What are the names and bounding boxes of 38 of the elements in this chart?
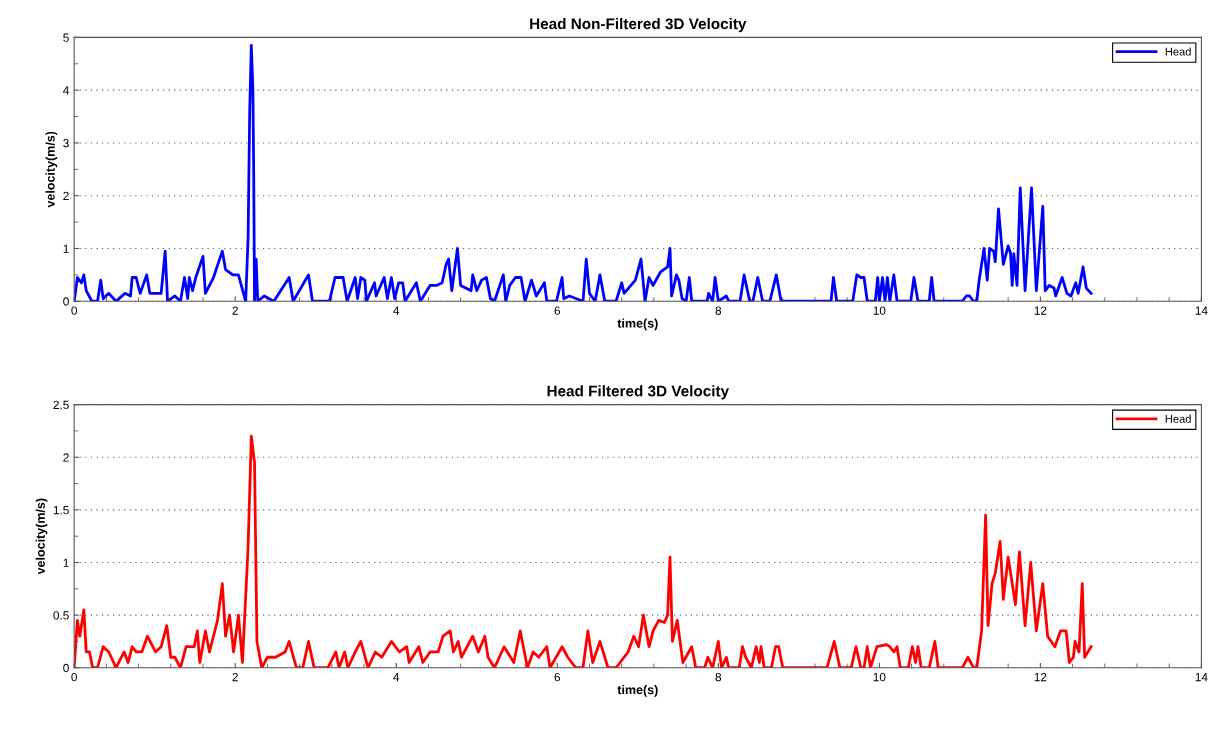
x-tick-label: 8: [715, 672, 722, 682]
y-tick-label: 1.5: [53, 506, 69, 515]
y-tick-label: 0.5: [53, 611, 69, 620]
x-tick-label: 6: [554, 672, 561, 682]
x-tick-label: 12: [1034, 306, 1047, 315]
legend-label: Head: [1165, 47, 1191, 56]
y-axis-title: velocity(m/s): [35, 498, 48, 575]
y-axis-title: velocity(m/s): [45, 131, 58, 208]
y-tick-label: 0: [63, 297, 69, 306]
y-tick-label: 1: [63, 558, 69, 567]
x-tick-label: 0: [71, 306, 77, 315]
x-tick-label: 14: [1195, 306, 1208, 315]
x-tick-label: 4: [393, 673, 400, 682]
line-series: [74, 43, 1093, 302]
x-tick-label: 14: [1195, 673, 1208, 682]
x-tick-label: 12: [1034, 672, 1047, 682]
legend-label: Head: [1165, 414, 1191, 423]
x-tick-label: 10: [873, 306, 886, 315]
y-tick-label: 2: [63, 453, 69, 462]
y-tick-label: 2: [63, 191, 69, 200]
y-tick-label: 5: [63, 33, 69, 42]
x-tick-label: 8: [715, 306, 722, 315]
line-series: [74, 434, 1093, 668]
x-tick-label: 4: [393, 306, 400, 315]
y-tick-label: 1: [63, 244, 69, 253]
x-tick-label: 10: [873, 672, 886, 682]
x-tick-label: 2: [232, 672, 238, 682]
x-tick-label: 6: [554, 306, 561, 315]
y-tick-label: 0: [63, 663, 69, 673]
y-tick-label: 4: [63, 86, 69, 95]
x-tick-label: 2: [232, 306, 238, 315]
chart-title: Head Non-Filtered 3D Velocity: [530, 17, 747, 33]
y-tick-label: 2.5: [53, 400, 69, 410]
x-tick-label: 0: [71, 672, 77, 682]
x-axis-title: time(s): [617, 685, 658, 697]
chart-title: Head Filtered 3D Velocity: [547, 385, 729, 400]
y-tick-label: 3: [63, 138, 69, 148]
x-axis-title: time(s): [617, 318, 658, 331]
